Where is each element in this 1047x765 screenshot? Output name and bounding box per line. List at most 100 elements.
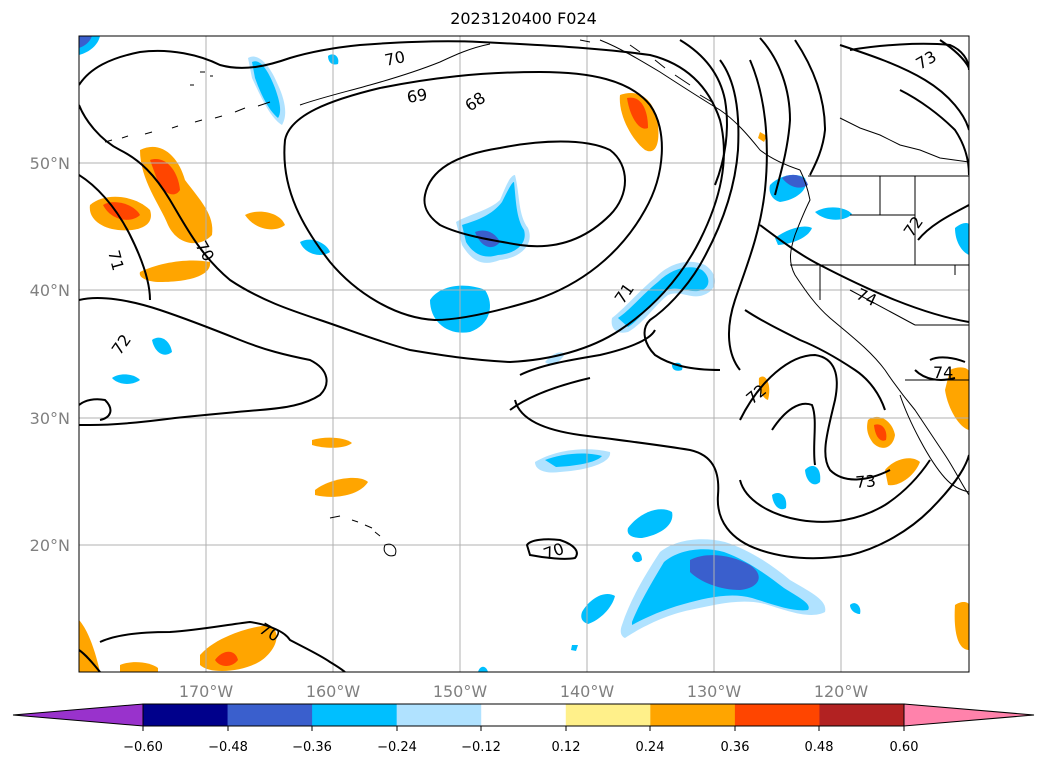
positive-anomaly-area [312, 437, 352, 448]
colorbar-tick-label: −0.12 [461, 740, 501, 755]
latitude-label: 30°N [30, 409, 70, 428]
negative-anomaly-area [850, 603, 861, 614]
colorbar-tick-label: −0.60 [123, 740, 163, 755]
contour-line [643, 59, 740, 371]
contour-label: 68 [461, 88, 489, 115]
colorbar-tick-label: 0.48 [805, 740, 834, 755]
contour-line [771, 402, 816, 466]
negative-anomaly-area [690, 555, 759, 590]
negative-anomaly-area [618, 267, 709, 327]
positive-anomaly-area [954, 601, 969, 650]
colorbar-tick-label: 0.12 [552, 740, 581, 755]
contour-line [899, 89, 969, 176]
negative-anomaly-area [782, 174, 808, 188]
positive-anomaly-area [139, 260, 211, 282]
contour-line [759, 224, 969, 323]
colorbar-segment [565, 704, 651, 726]
longitude-label: 160°W [306, 682, 361, 701]
colorbar-tick-label: 0.60 [890, 740, 919, 755]
negative-anomaly-area [955, 223, 969, 255]
alaska-coastline [299, 39, 801, 171]
north-america-coastline [790, 169, 969, 496]
colorbar: −0.60 −0.48 −0.36 −0.24 −0.12 0.12 0.24 … [12, 703, 1035, 755]
contour-label: 70 [383, 47, 407, 70]
positive-anomaly-area [79, 620, 100, 672]
longitude-label: 130°W [687, 682, 742, 701]
contour-line [839, 44, 969, 131]
positive-anomaly-area [215, 651, 238, 666]
negative-anomaly-area [478, 666, 488, 672]
aleutian-islands [104, 101, 271, 143]
contour-line [79, 40, 725, 364]
colorbar-tick-label: −0.24 [377, 740, 417, 755]
colorbar-ticks [142, 726, 905, 731]
colorbar-segment [734, 704, 820, 726]
map-frame [78, 35, 970, 673]
negative-anomaly-area [772, 492, 787, 510]
contour-line [679, 39, 728, 186]
contour-line [514, 399, 969, 560]
map-plot: 70 69 68 71 70 72 71 74 72 73 74 70 70 7… [79, 36, 969, 672]
hawaii-islands [329, 515, 397, 557]
contour-line [728, 59, 768, 371]
contour-line [79, 174, 328, 426]
positive-anomaly-area [885, 458, 920, 486]
contour-labels: 70 69 68 71 70 72 71 74 72 73 74 70 70 7… [104, 47, 953, 646]
contour-label: 74 [853, 284, 879, 310]
negative-anomaly-area [571, 645, 578, 651]
contour-line [739, 353, 891, 481]
positive-anomaly-area [945, 367, 969, 430]
positive-anomaly-area [874, 424, 887, 441]
positive-anomaly-area [150, 159, 180, 195]
anomaly-fills [79, 36, 969, 672]
negative-anomaly-area [632, 551, 642, 563]
colorbar-tick-labels: −0.60 −0.48 −0.36 −0.24 −0.12 0.12 0.24 … [123, 740, 918, 755]
negative-anomaly-area [805, 466, 821, 485]
contour-label: 69 [405, 85, 428, 107]
latitude-label: 40°N [30, 281, 70, 300]
contour-line [79, 649, 101, 672]
positive-anomaly-area [120, 662, 158, 672]
contour-label: 71 [104, 248, 128, 273]
contour-label: 73 [855, 471, 877, 492]
longitude-label: 150°W [433, 682, 488, 701]
negative-anomaly-area [815, 207, 852, 220]
contour-line [744, 309, 886, 411]
contour-line [423, 140, 626, 248]
contour-label: 70 [541, 539, 567, 564]
colorbar-segment [312, 704, 398, 726]
contour-label: 72 [108, 331, 135, 359]
map-grid [79, 36, 969, 672]
colorbar-tick-label: 0.24 [636, 740, 665, 755]
negative-anomaly-area [252, 61, 281, 118]
positive-anomaly-area [627, 97, 648, 129]
contour-line [509, 329, 656, 411]
colorbar-high-extend-arrow [903, 703, 1035, 727]
colorbar-tick-label: −0.36 [292, 740, 332, 755]
longitude-label: 140°W [560, 682, 615, 701]
contour-line [939, 39, 969, 69]
spain-islets [190, 39, 713, 103]
positive-anomaly-area [245, 211, 285, 230]
contour-line [525, 538, 578, 560]
latitude-label: 20°N [30, 536, 70, 555]
contour-line [739, 459, 931, 523]
contour-line [794, 39, 827, 176]
colorbar-tick-label: 0.36 [721, 740, 750, 755]
contour-line [283, 70, 663, 322]
colorbar-segment [143, 704, 229, 726]
positive-anomaly-area [315, 477, 368, 497]
baja-california-coastline [899, 394, 969, 493]
canada-interior-border [839, 117, 969, 163]
state-borders [790, 176, 969, 381]
colorbar-segment [396, 704, 482, 726]
latitude-labels: 50°N 40°N 30°N 20°N [30, 154, 70, 555]
map-title: 2023120400 F024 [450, 9, 597, 28]
colorbar-segment [650, 704, 736, 726]
negative-anomaly-area [545, 453, 602, 467]
longitude-labels: 170°W 160°W 150°W 140°W 130°W 120°W [179, 682, 869, 701]
negative-anomaly-area [627, 509, 673, 538]
negative-anomaly-area [79, 36, 92, 48]
longitude-label: 120°W [814, 682, 869, 701]
colorbar-low-extend-arrow [12, 703, 144, 727]
